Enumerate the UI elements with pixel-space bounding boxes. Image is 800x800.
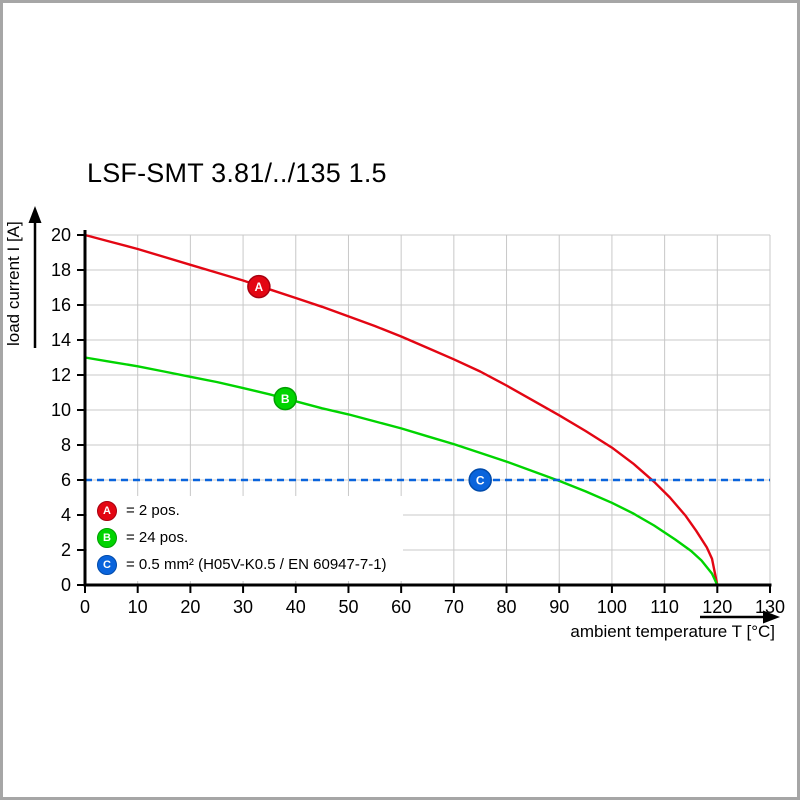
x-tick-label: 70 [444, 597, 464, 617]
legend-label-c: = 0.5 mm² (H05V-K0.5 / EN 60947-7-1) [126, 556, 387, 573]
x-tick-label: 130 [755, 597, 785, 617]
x-tick-label: 10 [128, 597, 148, 617]
series-c-marker-letter: C [476, 474, 485, 488]
series-a-letter: A [103, 504, 111, 517]
chart-title: LSF-SMT 3.81/../135 1.5 [87, 158, 387, 188]
legend-label-a: = 2 pos. [126, 502, 180, 519]
x-tick-label: 100 [597, 597, 627, 617]
x-tick-label: 50 [338, 597, 358, 617]
x-tick-label: 40 [286, 597, 306, 617]
series-c-letter: C [103, 558, 111, 571]
series-b-curve [84, 356, 719, 586]
legend-item-b: B = 24 pos. [97, 524, 387, 551]
x-tick-label: 120 [702, 597, 732, 617]
series-b-legend-marker-icon: B [97, 527, 117, 548]
series-a-point-marker [247, 274, 271, 299]
x-tick-label: 110 [650, 597, 679, 617]
x-tick-label: 60 [391, 597, 411, 617]
y-axis-label: load current I [A] [4, 221, 23, 347]
series-c-point-marker [468, 468, 492, 492]
series-c-legend-marker-icon: C [97, 554, 117, 575]
x-tick-label: 0 [80, 597, 90, 617]
x-tick-label: 90 [549, 597, 569, 617]
legend-item-a: A = 2 pos. [97, 497, 387, 524]
series-b-point-marker [273, 386, 297, 411]
y-tick-label: 2 [61, 540, 71, 560]
y-axis-arrowhead-icon [28, 206, 42, 223]
x-axis-label: ambient temperature T [°C] [570, 622, 775, 641]
y-tick-label: 12 [51, 365, 71, 385]
y-tick-label: 14 [51, 330, 71, 350]
y-tick-label: 0 [61, 575, 71, 595]
x-tick-label: 30 [233, 597, 253, 617]
y-tick-label: 4 [61, 505, 71, 525]
series-a-marker-letter: A [255, 280, 264, 294]
y-tick-label: 18 [51, 260, 71, 280]
legend-item-c: C = 0.5 mm² (H05V-K0.5 / EN 60947-7-1) [97, 551, 387, 578]
series-a-legend-marker-icon: A [97, 500, 117, 521]
chart-legend: A = 2 pos. B = 24 pos. C = 0.5 mm² (H05V… [87, 496, 403, 581]
y-tick-label: 8 [61, 435, 71, 455]
legend-label-b: = 24 pos. [126, 529, 189, 546]
y-tick-label: 10 [51, 400, 71, 420]
y-tick-label: 6 [61, 470, 71, 490]
series-b-marker-letter: B [281, 392, 290, 406]
x-tick-label: 20 [180, 597, 200, 617]
y-tick-label: 16 [51, 295, 71, 315]
series-a-curve [84, 233, 719, 586]
x-axis-arrowhead-icon [763, 610, 780, 624]
x-tick-label: 80 [497, 597, 517, 617]
y-tick-label: 20 [51, 225, 71, 245]
series-b-letter: B [103, 531, 111, 544]
